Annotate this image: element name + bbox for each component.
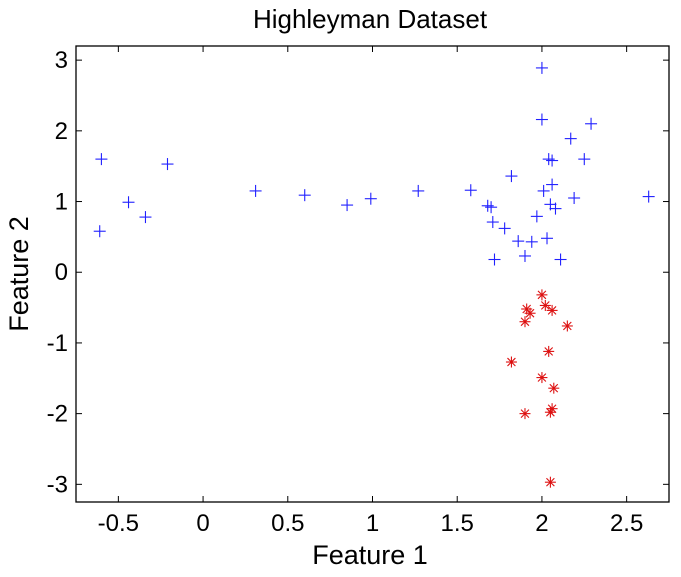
y-tick-label: -1 bbox=[47, 330, 68, 357]
star-marker-point bbox=[521, 303, 533, 315]
x-tick-label: 2.5 bbox=[610, 510, 643, 537]
x-tick-label: 1.5 bbox=[441, 510, 474, 537]
plus-marker-point bbox=[585, 117, 598, 130]
axis-tick-labels: -0.5 0 0.5 1 1.5 2 2.5 -3 -2 -1 0 1 2 3 bbox=[47, 47, 644, 537]
star-marker-point bbox=[536, 289, 548, 301]
star-marker-point bbox=[543, 345, 555, 357]
plus-marker-point bbox=[564, 132, 577, 145]
plus-marker-point bbox=[578, 153, 591, 166]
plus-marker-point bbox=[505, 170, 518, 183]
plus-marker-point bbox=[642, 190, 655, 203]
x-tick-label: 1 bbox=[366, 510, 379, 537]
star-marker-point bbox=[544, 476, 556, 488]
plus-marker-point bbox=[161, 158, 174, 171]
axis-ticks bbox=[76, 46, 669, 502]
x-axis-label: Feature 1 bbox=[312, 540, 428, 570]
plus-marker-point bbox=[364, 192, 377, 205]
y-tick-label: -2 bbox=[47, 401, 68, 428]
plus-marker-point bbox=[512, 235, 525, 248]
plus-marker-point bbox=[535, 113, 548, 126]
plus-marker-point bbox=[488, 253, 501, 266]
plus-marker-point bbox=[412, 184, 425, 197]
plus-marker-point bbox=[486, 216, 499, 229]
star-marker-point bbox=[519, 408, 531, 420]
y-tick-label: -3 bbox=[47, 471, 68, 498]
star-marker-point bbox=[536, 372, 548, 384]
plus-marker-point bbox=[249, 184, 262, 197]
y-tick-label: 3 bbox=[55, 47, 68, 74]
plus-marker-point bbox=[537, 184, 550, 197]
y-axis-label: Feature 2 bbox=[4, 216, 34, 332]
y-tick-label: 2 bbox=[55, 118, 68, 145]
star-marker-point bbox=[548, 382, 560, 394]
plus-marker-point bbox=[481, 199, 494, 212]
plus-marker-point bbox=[341, 199, 354, 212]
plus-marker-point bbox=[93, 225, 106, 238]
chart-title: Highleyman Dataset bbox=[253, 4, 488, 34]
plus-marker-point bbox=[546, 178, 559, 191]
plus-marker-point bbox=[568, 192, 581, 204]
star-marker-point bbox=[544, 406, 556, 418]
x-tick-label: -0.5 bbox=[98, 510, 139, 537]
plus-marker-point bbox=[485, 201, 498, 214]
x-tick-label: 0.5 bbox=[271, 510, 304, 537]
plus-marker-point bbox=[542, 153, 555, 166]
plus-marker-point bbox=[549, 202, 562, 215]
plus-marker-point bbox=[530, 210, 543, 223]
plus-marker-point bbox=[518, 249, 531, 262]
plus-marker-point bbox=[541, 232, 554, 245]
plus-marker-point bbox=[554, 253, 567, 266]
y-tick-label: 1 bbox=[55, 189, 68, 216]
plus-marker-point bbox=[464, 184, 477, 197]
y-tick-label: 0 bbox=[55, 259, 68, 286]
star-marker-point bbox=[561, 320, 573, 332]
plus-marker-point bbox=[546, 154, 559, 167]
star-marker-point bbox=[505, 356, 517, 368]
star-marker-point bbox=[519, 316, 531, 328]
data-points bbox=[93, 61, 655, 488]
plus-marker-point bbox=[535, 61, 548, 74]
plus-marker-point bbox=[139, 211, 152, 224]
x-tick-label: 2 bbox=[535, 510, 548, 537]
plus-marker-point bbox=[95, 153, 108, 166]
x-tick-label: 0 bbox=[196, 510, 209, 537]
plus-marker-point bbox=[525, 235, 538, 248]
star-marker-point bbox=[524, 307, 536, 319]
star-marker-point bbox=[539, 299, 551, 311]
plus-marker-point bbox=[498, 222, 511, 235]
star-marker-point bbox=[546, 304, 558, 316]
plus-marker-point bbox=[298, 189, 311, 202]
plus-marker-point bbox=[122, 196, 135, 209]
